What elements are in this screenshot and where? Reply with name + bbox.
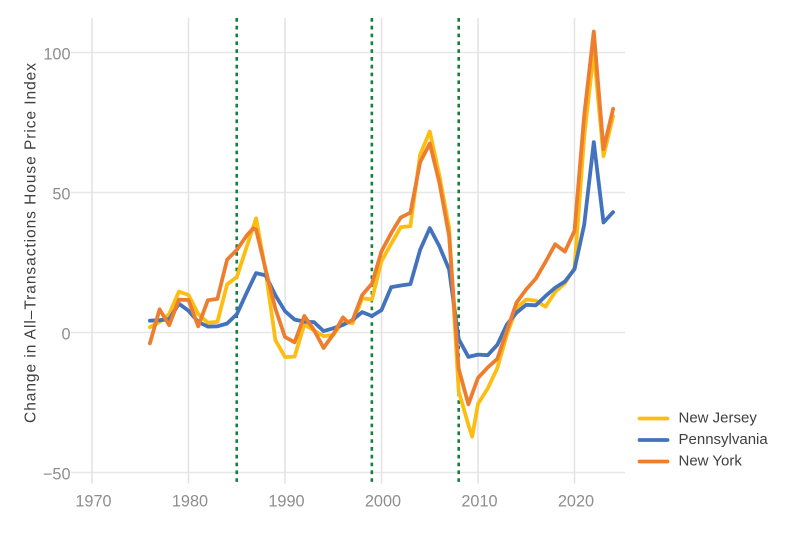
svg-text:Change in All–Transactions Hou: Change in All–Transactions House Price I… — [23, 62, 40, 423]
svg-text:1970: 1970 — [75, 493, 111, 511]
svg-text:2020: 2020 — [558, 493, 594, 511]
svg-text:0: 0 — [61, 325, 70, 343]
svg-text:50: 50 — [52, 185, 70, 203]
svg-text:Pennsylvania: Pennsylvania — [679, 431, 769, 448]
svg-text:1980: 1980 — [172, 493, 208, 511]
svg-text:2010: 2010 — [461, 493, 497, 511]
svg-text:100: 100 — [43, 45, 70, 63]
svg-text:2000: 2000 — [365, 493, 401, 511]
svg-text:New York: New York — [679, 453, 743, 470]
svg-text:1990: 1990 — [268, 493, 304, 511]
svg-text:New Jersey: New Jersey — [679, 410, 758, 427]
svg-text:−50: −50 — [43, 465, 71, 483]
